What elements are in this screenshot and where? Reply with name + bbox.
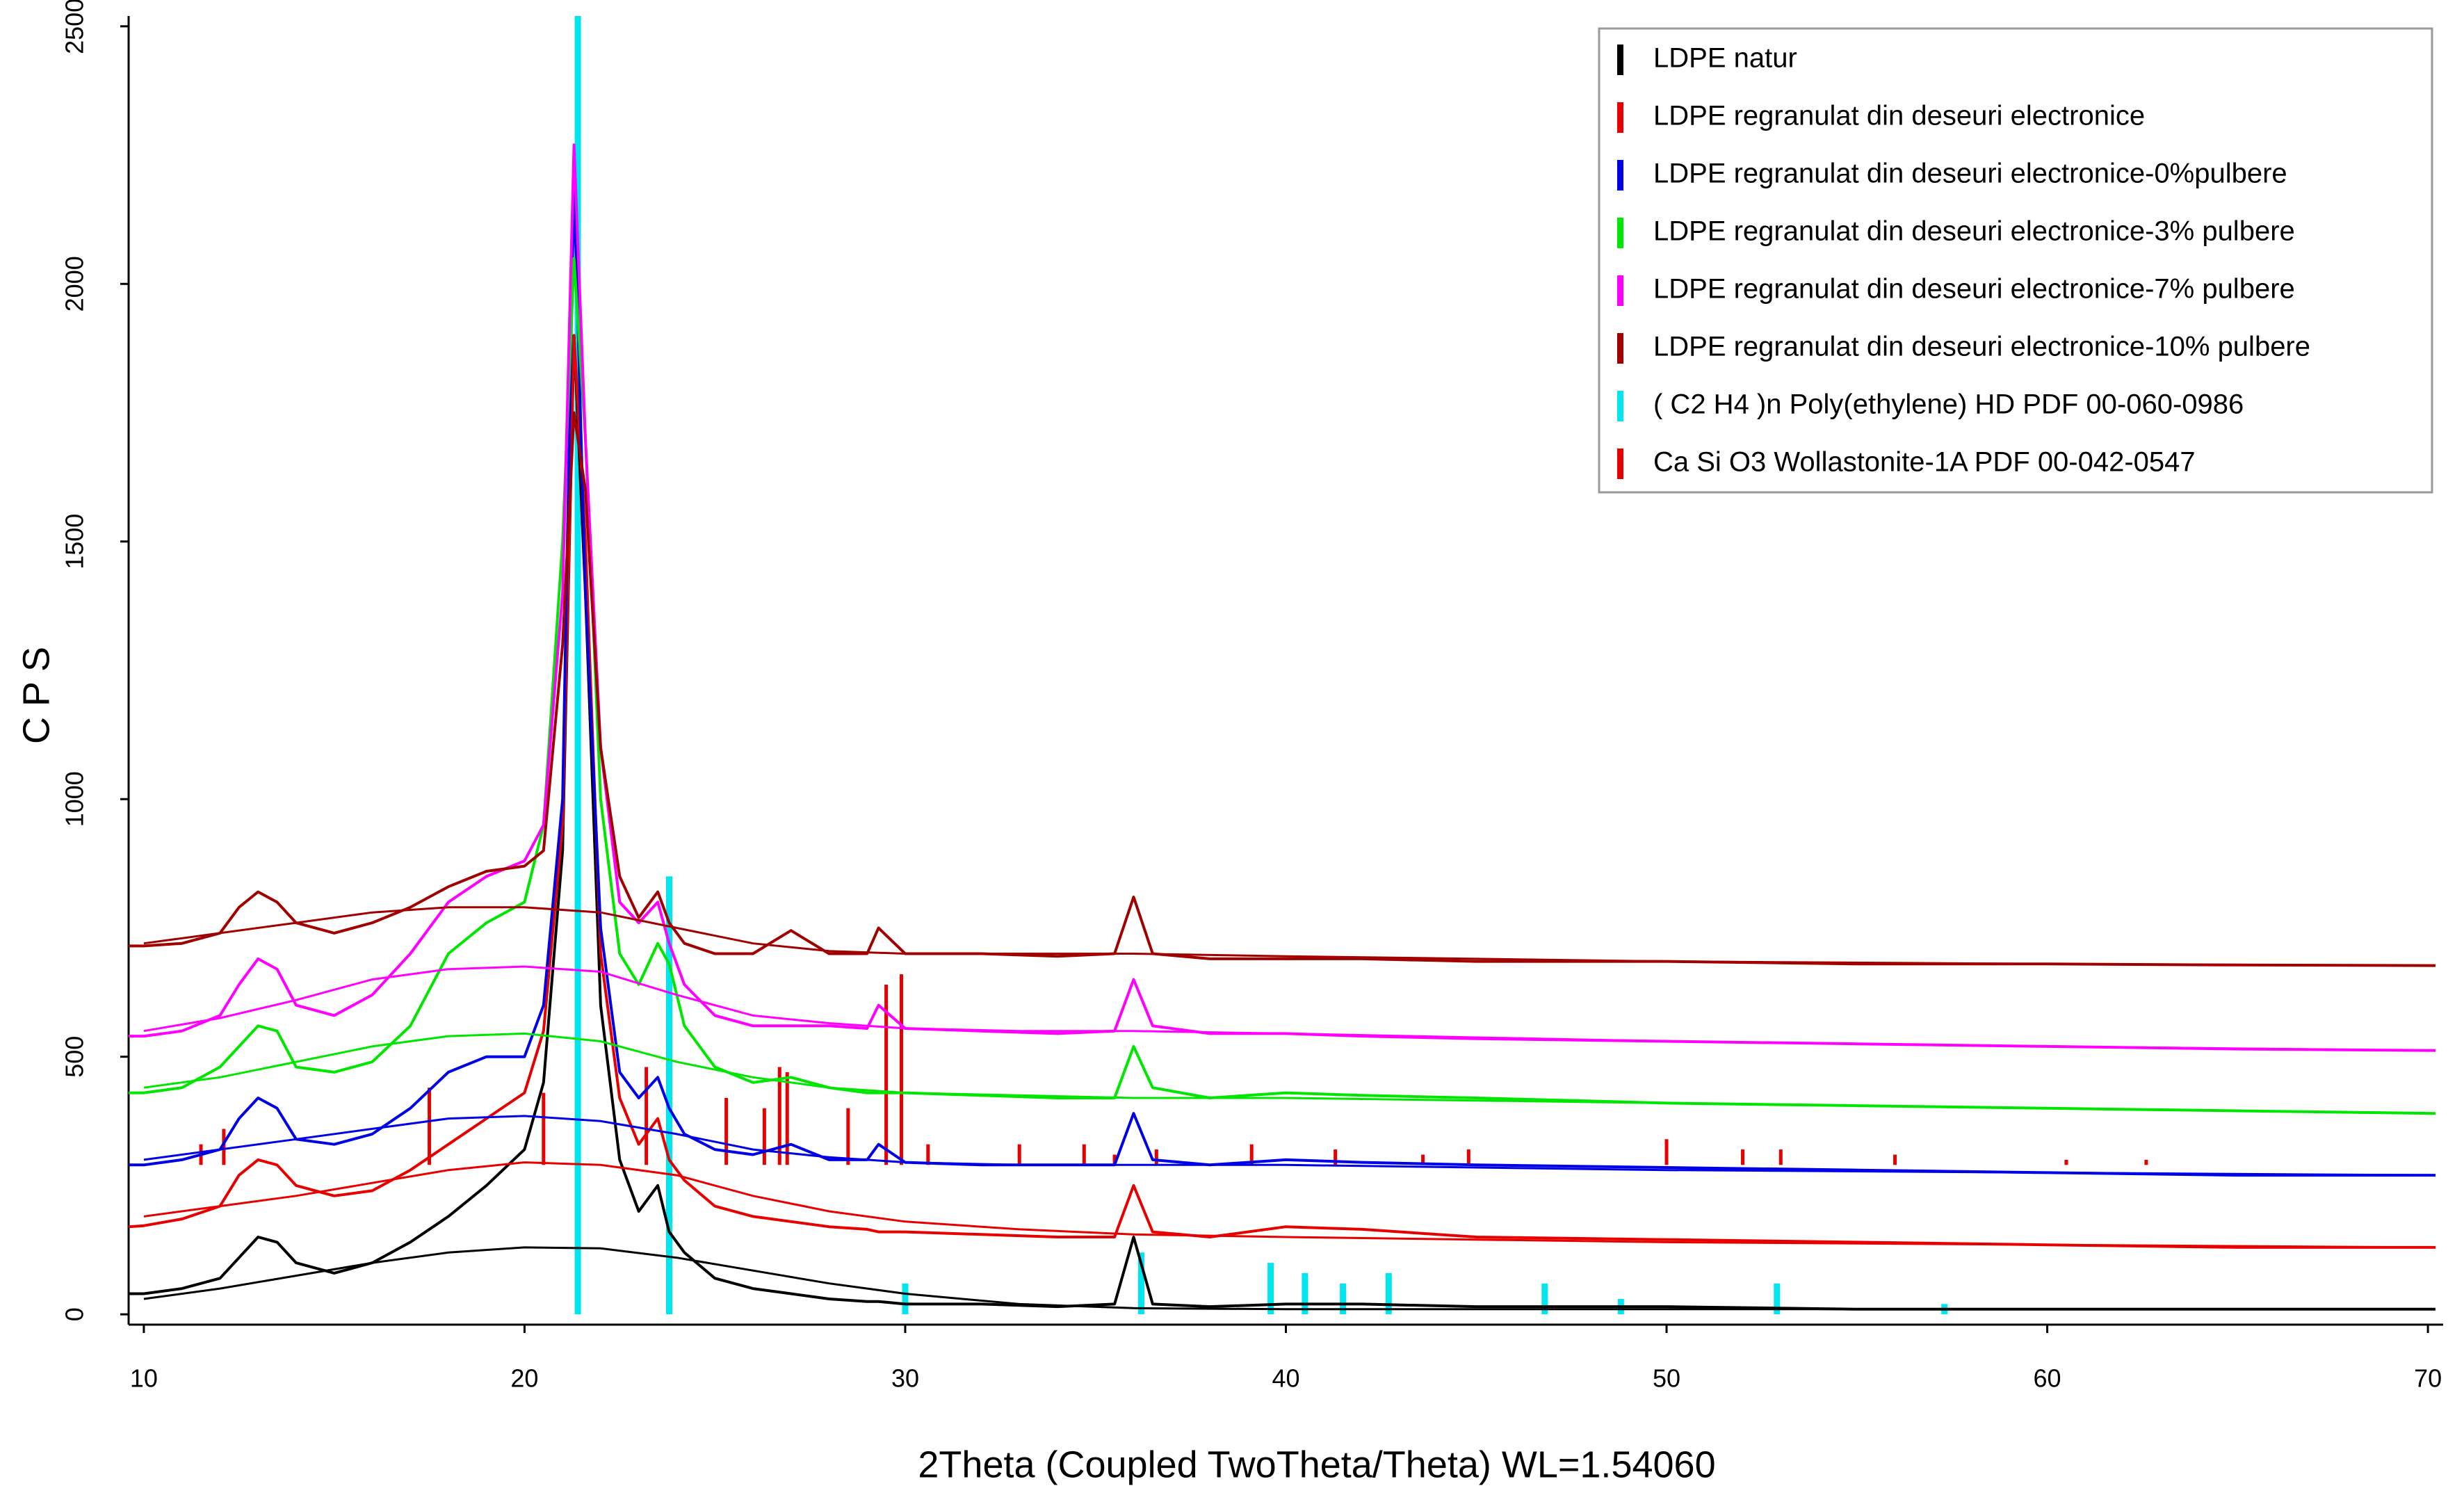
background-curve	[143, 1032, 2429, 1115]
x-tick-label: 10	[130, 1364, 158, 1393]
background-curve	[143, 906, 2429, 967]
legend: LDPE natur LDPE regranulat din deseuri el…	[1617, 43, 2310, 479]
series-line	[129, 334, 2435, 1311]
background-curve	[143, 1115, 2429, 1177]
series-line	[128, 334, 2435, 1249]
y-tick-label: 1000	[60, 771, 89, 827]
y-tick-label: 1500	[60, 514, 89, 569]
plot-area: 10 20 30 40 50 60 70 0 500 1000 1500 2000 2500	[60, 0, 2443, 1393]
legend-box	[1598, 27, 2433, 494]
legend-marker	[1617, 45, 1623, 75]
legend-marker	[1617, 160, 1623, 191]
legend-label: LDPE regranulat din deseuri electronice-…	[1653, 332, 2310, 362]
y-tick-label: 500	[60, 1036, 89, 1078]
legend-label: ( C2 H4 )n Poly(ethylene) HD PDF 00-060-…	[1653, 389, 2244, 420]
legend-marker	[1617, 391, 1623, 421]
series-line	[129, 179, 2435, 1177]
x-tick-label: 20	[510, 1364, 538, 1393]
legend-label: LDPE regranulat din deseuri electronice-…	[1653, 216, 2295, 247]
legend-marker	[1617, 218, 1623, 248]
legend-label: LDPE regranulat din deseuri electronice-…	[1653, 274, 2295, 305]
y-tick-label: 2500	[60, 0, 89, 54]
legend-marker	[1617, 449, 1623, 479]
x-axis-label: 2Theta (Coupled TwoTheta/Theta) WL=1.540…	[918, 1444, 1715, 1485]
x-tick-label: 40	[1272, 1364, 1299, 1393]
legend-marker	[1617, 102, 1623, 133]
legend-label: LDPE regranulat din deseuri electronice-…	[1653, 159, 2287, 189]
legend-label: LDPE natur	[1653, 43, 1797, 74]
y-axis-label: C P S	[15, 647, 57, 744]
series-line	[129, 143, 2436, 1052]
y-tick-label: 2000	[60, 256, 89, 312]
y-tick-label: 0	[60, 1307, 89, 1321]
series-line	[129, 411, 2436, 967]
legend-label: LDPE regranulat din deseuri electronice	[1653, 101, 2145, 131]
legend-label: Ca Si O3 Wollastonite-1A PDF 00-042-0547	[1653, 447, 2196, 478]
x-tick-label: 70	[2414, 1364, 2442, 1393]
series-line	[129, 257, 2436, 1115]
legend-marker	[1617, 275, 1623, 306]
x-tick-label: 60	[2034, 1364, 2061, 1393]
background-curve	[143, 1246, 2429, 1311]
x-tick-label: 50	[1653, 1364, 1680, 1393]
x-tick-label: 30	[891, 1364, 919, 1393]
background-curve	[143, 1161, 2429, 1249]
legend-marker	[1617, 333, 1623, 364]
